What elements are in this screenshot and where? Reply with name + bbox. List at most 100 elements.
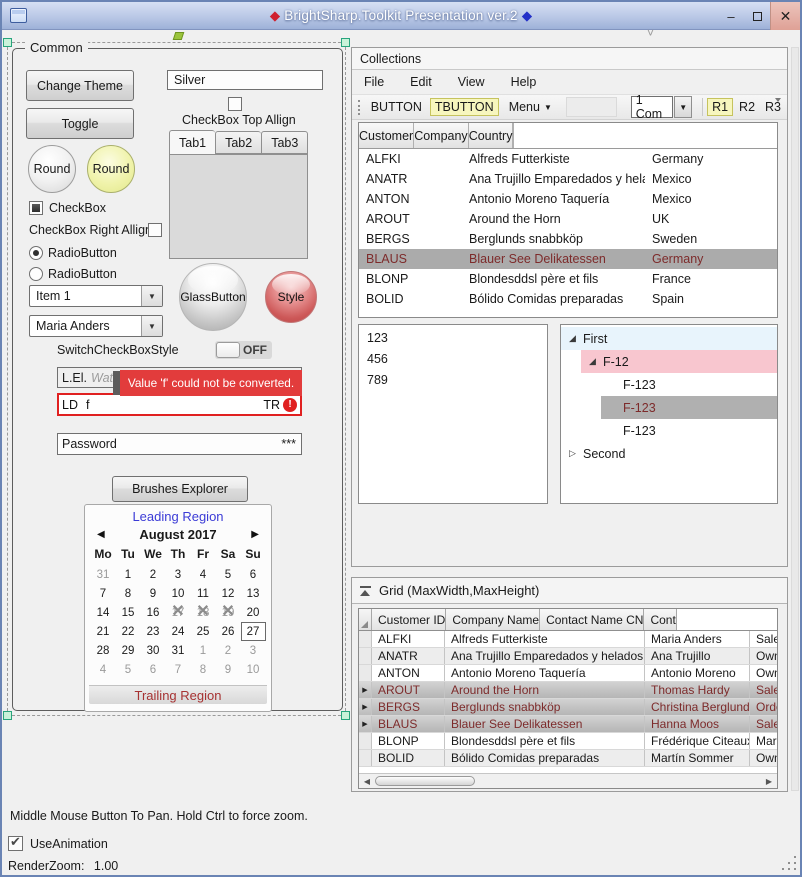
calendar-day[interactable]: 22 [121, 625, 135, 638]
calendar-day[interactable]: 6 [249, 568, 257, 581]
calendar-day[interactable]: 11 [197, 587, 209, 600]
scroll-right-icon[interactable]: ▶ [765, 776, 773, 786]
calendar-day[interactable]: 3 [174, 568, 182, 581]
row-header[interactable]: ▶ [359, 716, 372, 732]
scroll-left-icon[interactable]: ◀ [363, 776, 371, 786]
calendar-day[interactable]: 10 [171, 587, 185, 600]
calendar-prev-button[interactable]: ◀ [97, 529, 105, 540]
menu-item[interactable]: File [364, 75, 385, 89]
calendar-day[interactable]: 8 [199, 663, 207, 676]
table-row[interactable]: ANTON Antonio Moreno Taquería Mexico [359, 189, 777, 209]
calendar-day[interactable]: 5 [124, 663, 132, 676]
list-item[interactable]: 456 [367, 351, 388, 366]
calendar-day[interactable]: 5 [224, 568, 232, 581]
selection-handle-top-right[interactable] [341, 38, 350, 47]
tab[interactable]: Tab2 [215, 131, 262, 154]
calendar-day[interactable]: 13 [246, 587, 260, 600]
collections-header[interactable]: Collections [352, 48, 787, 70]
calendar-day[interactable]: 6 [149, 663, 157, 676]
tree-item[interactable]: F-123 [601, 396, 777, 419]
calendar-day[interactable]: 4 [99, 663, 107, 676]
row-header[interactable] [359, 750, 372, 766]
chevron-down-icon[interactable]: ▼ [141, 316, 162, 336]
list-item[interactable]: 123 [367, 330, 388, 345]
calendar-day[interactable]: 30 [146, 644, 160, 657]
checkbox-indeterminate[interactable] [29, 201, 43, 215]
scrollbar-thumb[interactable] [375, 776, 475, 786]
row-header[interactable] [359, 631, 372, 647]
tree-item[interactable]: F-123 [601, 373, 777, 396]
row-header[interactable] [359, 733, 372, 749]
selection-handle-bottom-right[interactable] [341, 711, 350, 720]
row-header[interactable] [359, 648, 372, 664]
calendar-day[interactable]: 12 [221, 587, 235, 600]
calendar-day[interactable]: 31 [96, 568, 110, 581]
tree-item[interactable]: F-123 [601, 419, 777, 442]
calendar-day[interactable]: 1 [199, 644, 207, 657]
table-row[interactable]: ALFKI Alfreds Futterkiste Maria Anders S… [359, 631, 777, 648]
tree-item[interactable]: ▷ Second [561, 442, 777, 465]
tab[interactable]: Tab3 [261, 131, 309, 154]
menu-item[interactable]: Edit [410, 75, 432, 89]
calendar-day[interactable]: 7 [99, 587, 107, 600]
toolbar-empty-box[interactable] [565, 97, 617, 117]
close-button[interactable]: ✕ [770, 2, 800, 30]
toolbar-radio[interactable]: R2 [739, 100, 756, 114]
tab[interactable]: Tab1 [169, 130, 216, 154]
calendar-day[interactable]: 23 [146, 625, 160, 638]
use-animation-checkbox[interactable]: ✔ [8, 834, 23, 851]
calendar-day[interactable]: 31 [171, 644, 185, 657]
password-field[interactable]: Password *** [57, 433, 302, 455]
calendar-day[interactable]: 27 [240, 622, 266, 641]
calendar-day[interactable]: 4 [199, 568, 207, 581]
toolbar-grip-icon[interactable] [358, 99, 363, 115]
maximize-button[interactable] [744, 2, 770, 30]
calendar-day[interactable]: 2 [149, 568, 157, 581]
toolbar-combobox[interactable]: 1 Com ▼ [630, 93, 693, 121]
calendar-day[interactable]: 20 [246, 606, 260, 619]
calendar-day[interactable]: 25 [196, 625, 210, 638]
calendar-day[interactable]: 1 [124, 568, 132, 581]
select-all-corner[interactable] [359, 609, 372, 630]
round-button-active[interactable]: Round [87, 145, 135, 193]
selection-handle-bottom-left[interactable] [3, 711, 12, 720]
horizontal-scrollbar[interactable]: ◀ ▶ [359, 773, 777, 788]
items-combobox[interactable]: Item 1 ▼ [29, 285, 163, 307]
customers-combobox[interactable]: Maria Anders ▼ [29, 315, 163, 337]
calendar-day[interactable]: 9 [149, 587, 157, 600]
calendar-day[interactable]: 21 [96, 625, 110, 638]
vertical-scrollbar[interactable] [791, 47, 799, 791]
menu-item[interactable]: View [457, 75, 485, 89]
calendar-next-button[interactable]: ▶ [251, 529, 259, 540]
calendar-day[interactable]: 18 [191, 601, 216, 622]
calendar-day[interactable]: 24 [171, 625, 185, 638]
column-header[interactable]: Company [414, 123, 469, 148]
column-header[interactable]: Customer ID [372, 609, 447, 630]
resize-grip[interactable] [788, 862, 790, 864]
round-button[interactable]: Round [28, 145, 76, 193]
grid-expander-header[interactable]: Grid (MaxWidth,MaxHeight) [352, 578, 787, 604]
column-header[interactable]: Country [468, 123, 514, 148]
table-row[interactable]: ▶ BERGS Berglunds snabbköp Christina Ber… [359, 699, 777, 716]
list-item[interactable]: 789 [367, 372, 388, 387]
error-textbox[interactable]: LD f TR ! [57, 393, 302, 416]
calendar-day[interactable]: 2 [224, 644, 232, 657]
toolbar-menu[interactable]: Menu ▼ [503, 99, 558, 115]
silver-textbox[interactable]: Silver [167, 70, 323, 90]
toolbar-overflow-icon[interactable] [775, 98, 783, 119]
minimize-button[interactable]: – [727, 8, 735, 24]
calendar-day[interactable]: 19 [216, 601, 241, 622]
calendar-day[interactable]: 15 [121, 606, 135, 619]
calendar-day[interactable]: 16 [146, 606, 160, 619]
toggle-button[interactable]: Toggle [26, 108, 134, 139]
table-row[interactable]: ANTON Antonio Moreno Taquería Antonio Mo… [359, 665, 777, 682]
column-header[interactable] [513, 123, 515, 148]
change-theme-button[interactable]: Change Theme [26, 70, 134, 101]
menu-item[interactable]: Help [510, 75, 537, 89]
brushes-explorer-button[interactable]: Brushes Explorer [112, 476, 248, 502]
selection-handle-top-left[interactable] [3, 38, 12, 47]
calendar-day[interactable]: 7 [174, 663, 182, 676]
table-row[interactable]: BOLID Bólido Comidas preparadas Martín S… [359, 750, 777, 767]
checkbox-top-align[interactable] [228, 97, 242, 111]
radio-button-checked[interactable] [29, 246, 43, 260]
